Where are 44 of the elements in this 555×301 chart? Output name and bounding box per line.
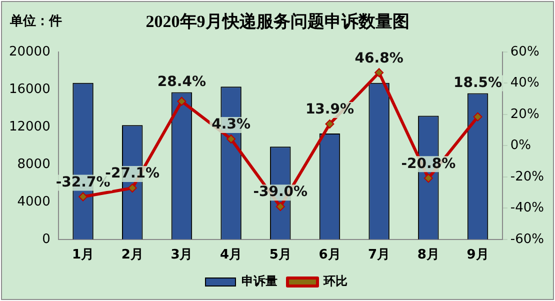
data-label: 4.3% bbox=[212, 116, 250, 133]
y-tick-label: 20000 bbox=[8, 44, 50, 60]
point bbox=[325, 119, 334, 128]
x-tick-label: 3月 bbox=[170, 248, 193, 263]
x-tick-label: 9月 bbox=[466, 248, 489, 263]
y-tick-label: 16000 bbox=[8, 82, 50, 97]
y-tick-label: 12000 bbox=[8, 119, 50, 134]
data-label: -27.1% bbox=[105, 166, 160, 182]
point bbox=[177, 96, 186, 106]
y-tick-label: 0 bbox=[42, 232, 50, 247]
y2-tick-label: 60% bbox=[510, 44, 540, 60]
x-tick-label: 4月 bbox=[220, 248, 242, 263]
data-label: 28.4% bbox=[157, 74, 206, 90]
data-label: -20.8% bbox=[401, 156, 456, 172]
y2-tick-label: -40% bbox=[510, 200, 544, 216]
x-tick-label: 6月 bbox=[318, 248, 341, 263]
y2-tick-label: -60% bbox=[510, 232, 544, 247]
x-tick-label: 2月 bbox=[121, 248, 144, 263]
legend-label: 申诉量 bbox=[242, 274, 278, 288]
data-label: -39.0% bbox=[253, 184, 308, 200]
x-tick-label: 1月 bbox=[72, 248, 94, 263]
point bbox=[78, 192, 88, 202]
point bbox=[226, 134, 236, 144]
y-tick-label: 4000 bbox=[17, 194, 50, 210]
x-tick-label: 8月 bbox=[417, 248, 440, 263]
y2-tick-label: 20% bbox=[510, 106, 540, 122]
text: 单位：件 bbox=[10, 13, 62, 30]
point bbox=[424, 174, 433, 183]
y2-tick-label: 0% bbox=[510, 138, 532, 154]
point bbox=[473, 112, 482, 122]
data-label: -32.7% bbox=[56, 174, 110, 190]
data-label: 13.9% bbox=[305, 102, 354, 118]
data-label: 46.8% bbox=[354, 50, 404, 66]
point bbox=[276, 202, 285, 212]
y-tick-label: 8000 bbox=[17, 156, 50, 172]
chart-title: 2020年9月快递服务问题申诉数量图 bbox=[146, 12, 410, 31]
x-tick-label: 5月 bbox=[269, 248, 292, 263]
data-label: 18.5% bbox=[453, 74, 502, 91]
point bbox=[128, 184, 137, 193]
y2-tick-label: -20% bbox=[510, 169, 544, 184]
y2-tick-label: 40% bbox=[510, 76, 540, 91]
point bbox=[374, 68, 384, 78]
x-tick-label: 7月 bbox=[368, 248, 390, 263]
legend-label: 环比 bbox=[322, 274, 348, 288]
